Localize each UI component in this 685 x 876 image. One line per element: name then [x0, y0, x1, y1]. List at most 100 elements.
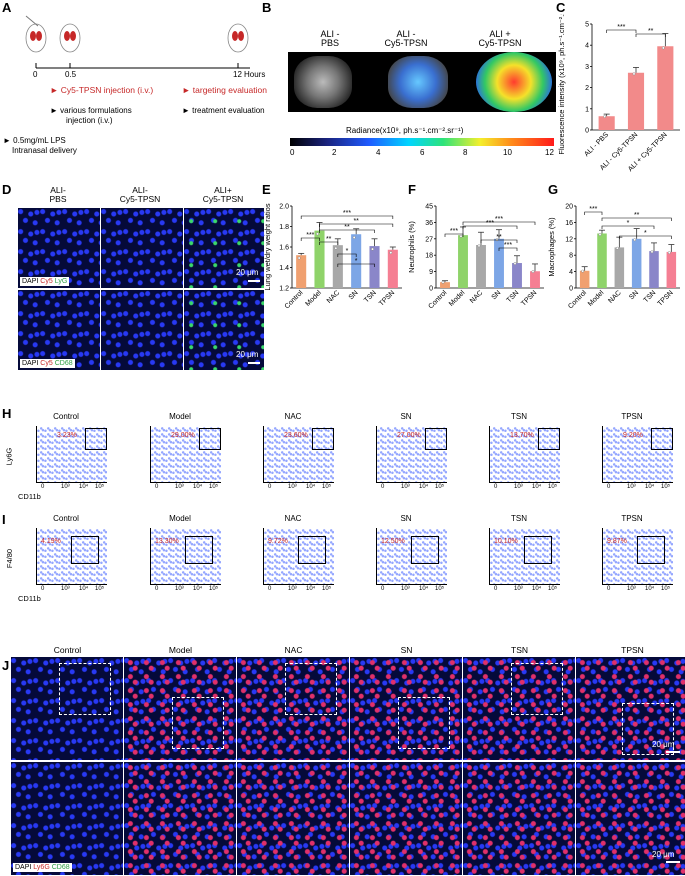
significance-label: ** — [344, 224, 350, 231]
j-image-top — [237, 657, 349, 760]
flow-percentage: 10.10% — [494, 538, 518, 545]
flow-group-title: NAC — [284, 412, 302, 421]
j-scale-bar — [666, 861, 680, 863]
significance-label: * — [346, 248, 349, 255]
significance-bracket — [601, 225, 655, 229]
flow-x-label: CD11b — [18, 492, 41, 501]
x-tick-label: SN — [348, 289, 360, 301]
d-image-1-1 — [18, 208, 100, 288]
significance-label: *** — [450, 228, 458, 235]
data-point — [633, 238, 637, 242]
significance-bracket — [300, 215, 394, 219]
y-tick-label: 36 — [425, 220, 433, 227]
flow-group-title: Control — [53, 412, 79, 421]
significance-bracket — [462, 225, 518, 229]
zoom-region-box — [59, 663, 111, 715]
flow-gate — [651, 428, 673, 450]
mouse-icon — [25, 23, 249, 53]
flow-gate — [298, 536, 326, 564]
flow-plot: 29.00% 0 10³ 10⁴ 10⁵ — [150, 426, 221, 490]
flow-group-title: Control — [53, 514, 79, 523]
d-scale-text-1: 20 μm — [236, 268, 259, 277]
significance-label: *** — [617, 24, 625, 31]
panel-label-g: G — [548, 182, 559, 197]
bar — [387, 249, 398, 288]
bar — [631, 238, 642, 288]
y-tick-label: 1.2 — [279, 286, 289, 293]
data-point — [316, 232, 319, 236]
significance-bracket — [300, 237, 320, 241]
y-tick-label: 12 — [565, 236, 573, 243]
flow-group-title: TSN — [511, 514, 527, 523]
significance-bracket — [337, 253, 357, 257]
bar — [657, 46, 674, 131]
data-point — [389, 251, 393, 255]
y-tick-label: 3 — [585, 64, 589, 71]
x-tick-label: TSN — [643, 289, 658, 304]
significance-label: *** — [589, 206, 597, 213]
significance-bracket — [462, 221, 536, 225]
flow-percentage: 29.00% — [171, 432, 195, 439]
flow-group-title: Model — [169, 412, 191, 421]
significance-label: *** — [495, 216, 503, 223]
y-axis-label: Fluorescence intensity (x10⁹, ph.s⁻¹.cm⁻… — [557, 14, 566, 155]
y-tick-label: 2.0 — [279, 204, 289, 211]
data-point — [477, 244, 481, 248]
d-image-1-2 — [101, 208, 183, 288]
lps-label-2: Intranasal delivery — [12, 146, 77, 155]
flow-gate — [71, 536, 99, 564]
y-tick-label: 4 — [585, 43, 589, 50]
j-group-title: Control — [53, 645, 82, 655]
j-group-title: TSN — [511, 645, 528, 655]
flow-plot: 9.72% 0 10³ 10⁴ 10⁵ — [263, 528, 334, 592]
radiance-label: Radiance(x10⁹, ph.s⁻¹.cm⁻².sr⁻¹) — [346, 126, 464, 135]
d-image-1-3 — [184, 208, 264, 288]
data-point — [334, 246, 338, 250]
data-point — [513, 262, 517, 265]
y-axis-label: Neutrophils (%) — [407, 221, 416, 273]
d-scale-text-2: 20 μm — [236, 350, 259, 359]
flow-plot: 10.10% 0 10³ 10⁴ 10⁵ — [489, 528, 560, 592]
flow-percentage: 9.20% — [623, 432, 643, 439]
j-group-title: TPSN — [621, 645, 644, 655]
flow-plot: 9.87% 0 10³ 10⁴ 10⁵ — [602, 528, 673, 592]
j-image-zoomed — [237, 762, 349, 875]
formulations-label-2: injection (i.v.) — [66, 116, 113, 125]
flow-gate — [425, 428, 447, 450]
j-image-zoomed — [350, 762, 462, 875]
significance-label: ** — [353, 218, 359, 225]
lung-image-1 — [294, 56, 352, 108]
bar — [351, 234, 362, 288]
bar — [649, 251, 659, 288]
data-point — [661, 46, 665, 50]
significance-bracket — [444, 233, 464, 237]
significance-label: ** — [634, 212, 640, 219]
y-tick-label: 0 — [569, 286, 573, 293]
j-image-top — [124, 657, 236, 760]
flow-plot: 12.50% 0 10³ 10⁴ 10⁵ — [376, 528, 447, 592]
flow-group-title: TSN — [511, 412, 527, 421]
x-tick-label: Model — [587, 289, 606, 308]
bar — [597, 233, 607, 288]
bar — [296, 255, 307, 288]
colorbar-ticks: 0 2 4 6 8 10 12 — [290, 148, 554, 157]
y-tick-label: 1.4 — [279, 265, 289, 272]
imaging-group-1: ALI - PBS — [320, 29, 340, 48]
hours-label: Hours — [244, 70, 266, 79]
data-point — [632, 72, 636, 76]
flow-plot: 3.23% 0 10³ 10⁴ 10⁵ — [36, 426, 107, 490]
y-tick-label: 2 — [585, 85, 589, 92]
imaging-group-2: ALI - Cy5-TPSN — [384, 29, 428, 48]
y-tick-label: 18 — [425, 253, 433, 260]
panel-label-f: F — [408, 182, 416, 197]
radiance-colorbar — [290, 138, 554, 146]
y-tick-label: 20 — [565, 204, 573, 211]
data-point — [459, 234, 463, 238]
j-scale-text: 20 μm — [652, 850, 675, 859]
flow-plot: 23.60% 0 10³ 10⁴ 10⁵ — [263, 426, 334, 490]
data-point — [598, 233, 602, 237]
formulations-label: ► various formulations — [50, 106, 132, 115]
